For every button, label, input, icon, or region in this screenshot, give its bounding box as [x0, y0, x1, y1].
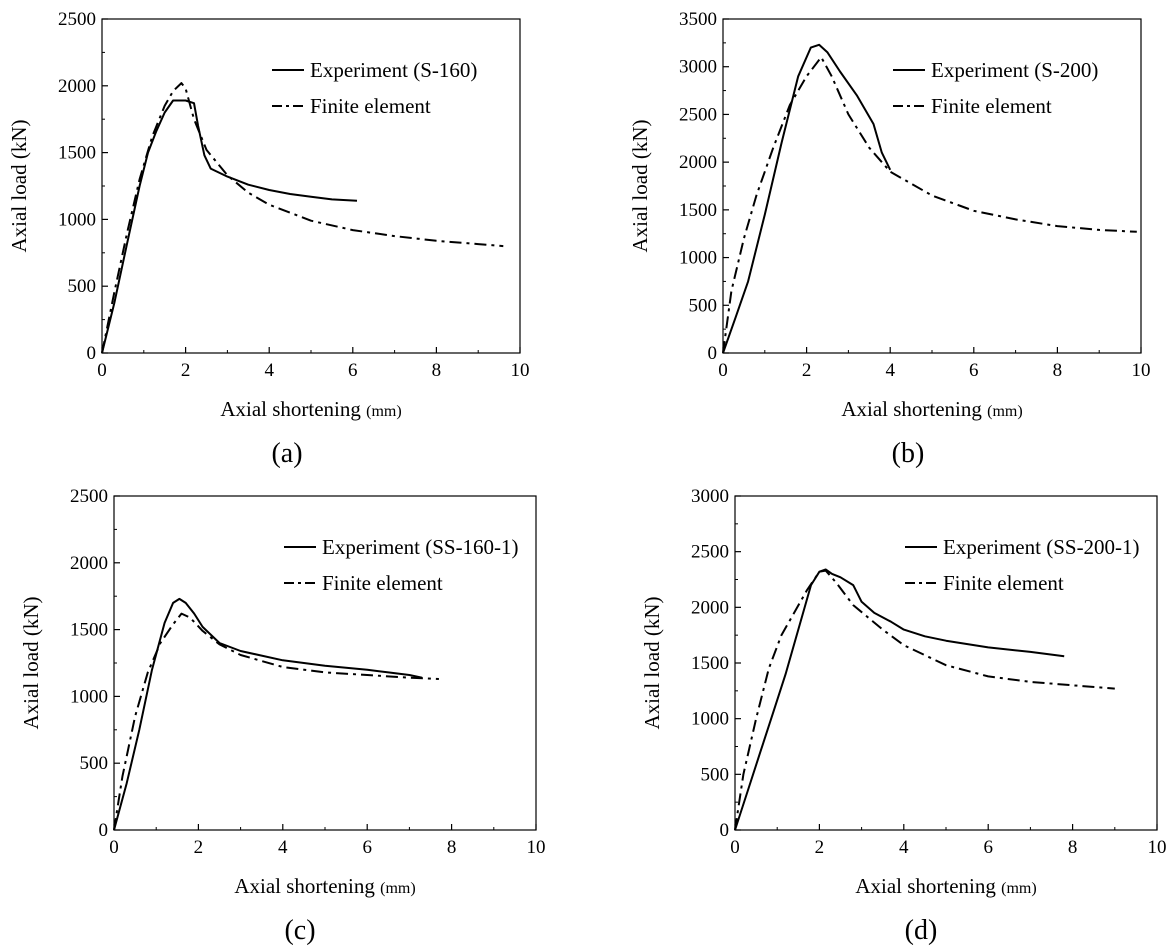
panel-caption: (c): [284, 915, 316, 946]
legend-label: Finite element: [943, 571, 1064, 595]
y-tick-label: 3500: [679, 9, 717, 30]
x-axis-title-text: Axial shortening: [855, 874, 1001, 898]
y-tick-label: 0: [99, 820, 109, 841]
x-axis-title: Axial shortening (mm): [234, 874, 415, 898]
x-tick-label: 8: [447, 837, 457, 858]
x-axis-title: Axial shortening (mm): [841, 397, 1022, 421]
panel-caption: (d): [904, 915, 938, 946]
chart-panel-4: 0 2 4 6 8 10 0 500 1000 1500 2000 2500 3000 Axial sho…: [640, 486, 1167, 898]
y-tick-label: 1000: [58, 209, 96, 230]
y-tick-label: 1500: [679, 200, 717, 221]
x-tick-label: 10: [1132, 360, 1151, 381]
experiment-line: [722, 43, 892, 354]
y-tick-label: 0: [708, 343, 718, 364]
x-tick-label: 6: [362, 837, 372, 858]
x-tick-label: 0: [109, 837, 119, 858]
legend-label: Finite element: [931, 94, 1052, 118]
x-tick-label: 6: [969, 360, 979, 381]
y-tick-label: 500: [80, 753, 109, 774]
chart-panel-2: 0 2 4 6 8 10 0 500 1000 1500 2000 2500 3000 3500 Axial…: [628, 9, 1151, 421]
y-tick-label: 1000: [679, 248, 717, 269]
x-tick-label: 4: [278, 837, 288, 858]
x-tick-label: 6: [348, 360, 358, 381]
y-tick-label: 500: [689, 295, 718, 316]
legend-label: Finite element: [310, 94, 431, 118]
x-tick-label: 6: [983, 837, 993, 858]
x-axis-title-unit: (mm): [380, 880, 416, 897]
x-axis-title: Axial shortening (mm): [855, 874, 1036, 898]
y-tick-label: 1000: [70, 686, 108, 707]
x-tick-label: 0: [730, 837, 740, 858]
y-tick-label: 2000: [691, 597, 729, 618]
x-tick-label: 10: [527, 837, 546, 858]
y-tick-label: 0: [87, 343, 97, 364]
x-axis-title-text: Axial shortening: [234, 874, 380, 898]
x-tick-label: 8: [1053, 360, 1063, 381]
x-tick-label: 8: [1068, 837, 1078, 858]
finite-element-line: [113, 612, 439, 831]
x-axis-title-text: Axial shortening: [220, 397, 366, 421]
x-tick-label: 0: [718, 360, 728, 381]
chart-panel-3: 0 2 4 6 8 10 0 500 1000 1500 2000 2500 Axial shorten…: [19, 486, 546, 898]
legend-label: Finite element: [322, 571, 443, 595]
x-tick-label: 2: [802, 360, 812, 381]
x-tick-label: 10: [1148, 837, 1167, 858]
experiment-line: [101, 99, 358, 354]
x-tick-label: 4: [264, 360, 274, 381]
y-tick-label: 3000: [691, 486, 729, 507]
x-axis-title: Axial shortening (mm): [220, 397, 401, 421]
y-tick-label: 0: [720, 820, 730, 841]
y-axis-title: Axial load (kN): [19, 597, 43, 730]
x-axis-title-unit: (mm): [366, 403, 402, 420]
finite-element-line: [734, 569, 1115, 831]
x-tick-label: 2: [181, 360, 191, 381]
y-tick-label: 500: [701, 764, 730, 785]
x-tick-label: 4: [885, 360, 895, 381]
y-tick-label: 1500: [691, 653, 729, 674]
y-tick-label: 2500: [679, 104, 717, 125]
x-tick-label: 2: [194, 837, 204, 858]
x-axis-title-unit: (mm): [987, 403, 1023, 420]
y-tick-label: 2500: [691, 542, 729, 563]
y-tick-label: 3000: [679, 57, 717, 78]
y-tick-label: 2500: [58, 9, 96, 30]
y-tick-label: 2000: [679, 152, 717, 173]
experiment-line: [734, 568, 1065, 831]
x-tick-label: 0: [97, 360, 107, 381]
panel-caption: (a): [271, 438, 303, 469]
chart-panel-1: 0 2 4 6 8 10 0 500 1000 1500 2000 2500 Axial shorten…: [7, 9, 530, 421]
x-tick-label: 2: [815, 837, 825, 858]
x-tick-label: 10: [511, 360, 530, 381]
panel-caption: (b): [891, 438, 925, 469]
x-tick-label: 4: [899, 837, 909, 858]
y-axis-title: Axial load (kN): [640, 597, 664, 730]
y-tick-label: 2500: [70, 486, 108, 507]
legend-label: Experiment (SS-160-1): [322, 535, 519, 559]
finite-element-line: [101, 82, 504, 354]
x-axis-title-unit: (mm): [1001, 880, 1037, 897]
legend-label: Experiment (S-160): [310, 58, 477, 82]
legend-label: Experiment (S-200): [931, 58, 1098, 82]
finite-element-line: [722, 56, 1137, 354]
x-tick-label: 8: [432, 360, 442, 381]
y-tick-label: 1500: [58, 143, 96, 164]
y-tick-label: 1500: [70, 620, 108, 641]
y-tick-label: 500: [68, 276, 97, 297]
y-axis-title: Axial load (kN): [628, 120, 652, 253]
y-axis-title: Axial load (kN): [7, 120, 31, 253]
experiment-line: [113, 597, 423, 831]
y-tick-label: 2000: [58, 76, 96, 97]
y-tick-label: 2000: [70, 553, 108, 574]
y-tick-label: 1000: [691, 709, 729, 730]
legend-label: Experiment (SS-200-1): [943, 535, 1140, 559]
x-axis-title-text: Axial shortening: [841, 397, 987, 421]
